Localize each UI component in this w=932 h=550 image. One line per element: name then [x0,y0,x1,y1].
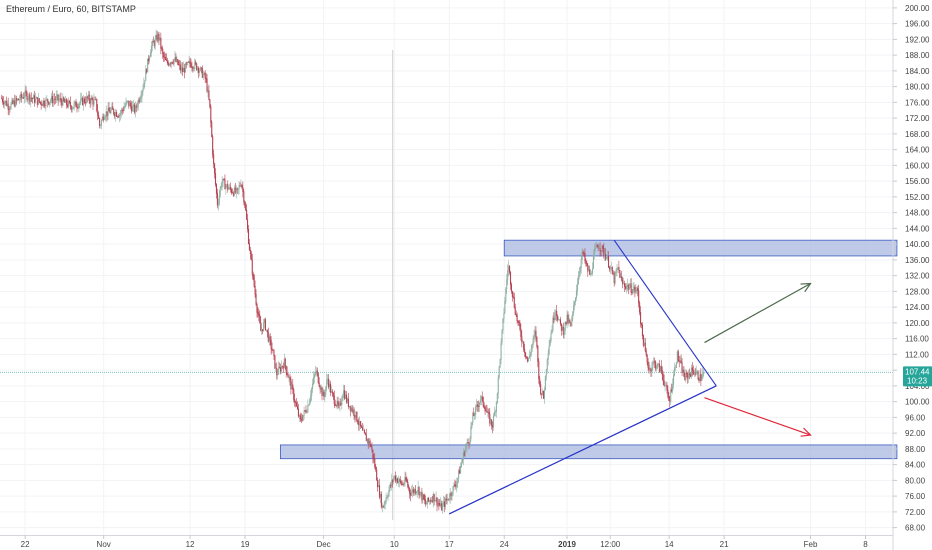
price-tick-label: 136.00 [905,256,930,265]
price-tick-label: 156.00 [905,177,930,186]
time-tick-label: Nov [97,540,111,549]
price-tick-label: 132.00 [905,272,930,281]
last-price-tag [903,366,932,387]
time-tick-label: 24 [500,540,509,549]
price-tick-label: 112.00 [905,350,929,359]
time-tick-label: 17 [445,540,454,549]
price-tick-label: 192.00 [905,35,930,44]
zone-support[interactable] [279,444,898,460]
price-tick-label: 144.00 [905,224,930,233]
price-tick-label: 184.00 [905,67,930,76]
price-tick-label: 148.00 [905,209,930,218]
zone-resistance[interactable] [503,239,898,257]
price-tick-label: 196.00 [905,20,930,29]
time-axis[interactable]: 22 Nov 12 19 Dec 10 17 24 2019 12:00 14 21 Feb 8 [0,535,893,550]
drawing-tools[interactable] [449,239,812,515]
price-tick-label: 168.00 [905,130,930,139]
time-tick-label: 8 [863,540,868,549]
price-tick-label: 188.00 [905,51,930,60]
price-tick-label: 80.00 [905,476,926,485]
price-tick-label: 152.00 [905,193,930,202]
time-tick-label: 2019 [558,540,576,549]
price-tick-label: 100.00 [905,398,930,407]
time-tick-label: 10 [390,540,399,549]
price-tick-label: 104.00 [905,382,930,391]
time-tick-label: Dec [316,540,330,549]
price-tick-label: 120.00 [905,319,930,328]
time-tick-label: 14 [665,540,674,549]
price-tick-label: 164.00 [905,146,930,155]
price-tick-label: 72.00 [905,508,926,517]
arrow-bearish-scenario[interactable] [704,397,811,436]
price-tick-label: 180.00 [905,83,930,92]
arrow-head [800,427,812,437]
price-tick-label: 172.00 [905,114,930,123]
price-tick-label: 68.00 [905,524,926,533]
trendline-triangle-upper-side[interactable] [613,239,717,387]
time-tick-label: Feb [804,540,818,549]
price-tick-label: 96.00 [905,413,926,422]
price-tick-label: 84.00 [905,461,926,470]
trendline-triangle-base[interactable] [449,385,717,515]
time-tick-label: 21 [720,540,729,549]
time-tick-label: 19 [241,540,250,549]
price-tick-label: 140.00 [905,240,930,249]
price-zones[interactable] [279,239,898,460]
price-tick-label: 128.00 [905,287,930,296]
price-tick-label: 88.00 [905,445,926,454]
price-tick-label: 124.00 [905,303,930,312]
countdown-label: 10:23 [907,376,928,385]
arrow-bullish-scenario[interactable] [704,282,811,344]
chart-title: Ethereum / Euro, 60, BITSTAMP [6,4,136,14]
price-series [1,29,705,514]
price-tick-label: 160.00 [905,161,930,170]
price-tick-label: 92.00 [905,429,926,438]
time-tick-label: 12 [186,540,195,549]
time-tick-label: 12:00 [600,540,621,549]
price-tick-label: 116.00 [905,335,929,344]
price-tick-label: 200.00 [905,4,930,13]
price-tick-label: 76.00 [905,492,926,501]
price-tick-label: 176.00 [905,98,930,107]
arrow-head [800,282,812,293]
price-axis[interactable]: 68.00 72.00 76.00 80.00 84.00 88.00 92.00 96.00… [892,0,930,550]
last-price-label: 107.44 [905,367,930,376]
time-tick-label: 22 [21,540,30,549]
